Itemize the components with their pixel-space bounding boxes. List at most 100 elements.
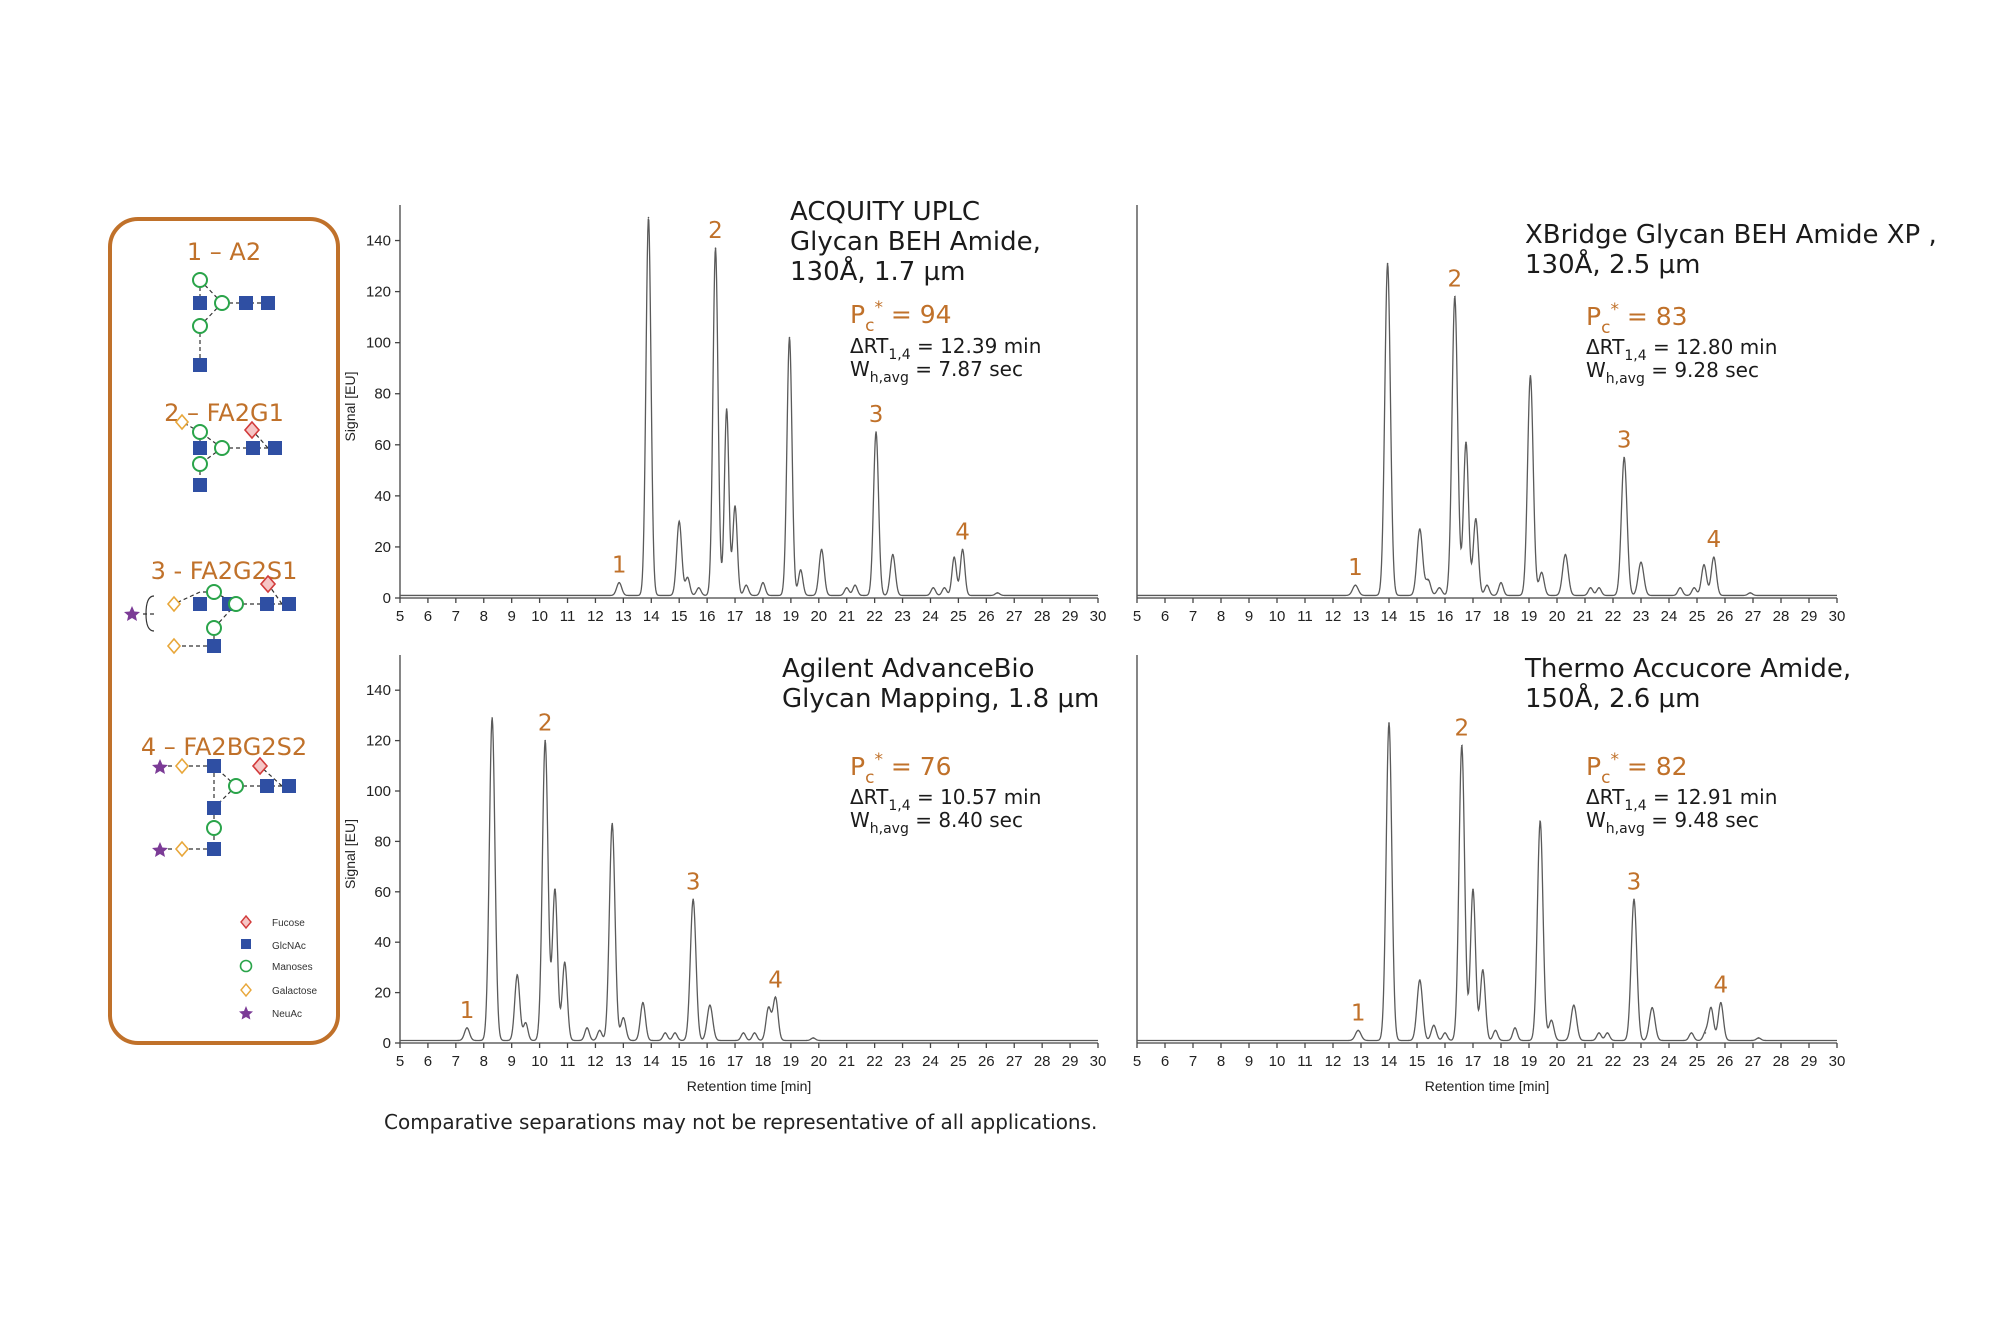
peak-point bbox=[774, 996, 777, 999]
peak-point bbox=[598, 1029, 601, 1032]
x-tick-label: 13 bbox=[1353, 608, 1370, 625]
stat-line: ΔRT1,4 = 10.57 min bbox=[850, 785, 1041, 814]
x-tick-label: 23 bbox=[1633, 608, 1650, 625]
x-tick-label: 23 bbox=[1633, 1053, 1650, 1070]
peak-point bbox=[563, 961, 566, 964]
peak-point bbox=[996, 592, 999, 594]
peak-label: 3 bbox=[869, 402, 884, 428]
peak-point bbox=[734, 505, 736, 507]
x-tick-label: 19 bbox=[783, 1053, 800, 1070]
x-tick-label: 16 bbox=[1437, 608, 1454, 625]
peak-point bbox=[1573, 1004, 1575, 1006]
x-tick-label: 16 bbox=[1437, 1053, 1454, 1070]
peak-point bbox=[854, 584, 856, 587]
peak-label: 1 bbox=[1348, 555, 1363, 581]
peak-capacity-label: Pc* = 82 bbox=[1586, 750, 1688, 788]
x-tick-label: 13 bbox=[1353, 1053, 1370, 1070]
x-tick-label: 15 bbox=[671, 1053, 688, 1070]
peak-point bbox=[1749, 592, 1751, 594]
x-tick-label: 24 bbox=[922, 608, 939, 625]
peak-point bbox=[622, 1017, 625, 1019]
x-axis-label: Retention time [min] bbox=[687, 1078, 812, 1094]
peak-point bbox=[664, 1032, 667, 1034]
peak-point bbox=[678, 520, 680, 523]
y-tick-label: 100 bbox=[366, 335, 391, 352]
footnote: Comparative separations may not be repre… bbox=[384, 1110, 1098, 1134]
x-tick-label: 19 bbox=[783, 608, 800, 625]
peak-point bbox=[544, 739, 546, 742]
x-tick-label: 22 bbox=[866, 608, 883, 625]
peak-point bbox=[1690, 1032, 1693, 1034]
stat-line: ΔRT1,4 = 12.80 min bbox=[1586, 335, 1777, 364]
peak-point bbox=[1550, 1019, 1553, 1022]
x-tick-label: 18 bbox=[1493, 608, 1510, 625]
x-tick-label: 19 bbox=[1521, 1053, 1538, 1070]
glycan-legend-panel: 1 – A2 2 – FA2G1 3 - FA2G2S1 4 – FA2BG2S… bbox=[108, 217, 340, 1045]
x-tick-label: 27 bbox=[1745, 1053, 1762, 1070]
peak-point bbox=[491, 717, 493, 719]
peak-label: 2 bbox=[1447, 267, 1462, 293]
x-tick-label: 5 bbox=[1133, 1053, 1141, 1070]
peak-point bbox=[1540, 571, 1543, 574]
peak-point bbox=[1539, 820, 1541, 823]
chart-title-line: Glycan BEH Amide, bbox=[790, 227, 1041, 257]
x-tick-label: 30 bbox=[1090, 1053, 1107, 1070]
stat-line: ΔRT1,4 = 12.39 min bbox=[850, 334, 1041, 363]
x-tick-label: 11 bbox=[1297, 608, 1313, 625]
x-tick-label: 30 bbox=[1829, 608, 1846, 625]
x-tick-label: 21 bbox=[1577, 608, 1594, 625]
x-tick-label: 25 bbox=[950, 1053, 967, 1070]
x-tick-label: 18 bbox=[755, 608, 772, 625]
x-tick-label: 20 bbox=[1549, 608, 1566, 625]
peak-point bbox=[799, 569, 802, 571]
x-tick-label: 12 bbox=[1325, 1053, 1342, 1070]
chromatogram-thermo: 5 6 7 8 9 10 11 12 13 14 15 16 17 18 19 20 21 22 23 24 25 26 2… bbox=[1133, 654, 1851, 1094]
peak-point bbox=[1454, 295, 1456, 298]
x-tick-label: 14 bbox=[1381, 1053, 1398, 1070]
peak-point bbox=[618, 581, 620, 584]
y-tick-label: 80 bbox=[374, 833, 391, 850]
x-tick-label: 12 bbox=[1325, 608, 1342, 625]
x-tick-label: 16 bbox=[699, 608, 716, 625]
chart-title-line: 150Å, 2.6 µm bbox=[1525, 682, 1700, 714]
peak-point bbox=[611, 822, 613, 825]
x-tick-label: 27 bbox=[1006, 1053, 1023, 1070]
peak-capacity-label: Pc* = 83 bbox=[1586, 300, 1688, 338]
x-tick-label: 14 bbox=[1381, 608, 1398, 625]
x-tick-label: 20 bbox=[810, 1053, 827, 1070]
chromatogram-acquity: 5 6 7 8 9 10 11 12 13 14 15 16 17 18 19 20 21 22 23 24 25 26 2… bbox=[342, 197, 1106, 625]
peak-point bbox=[767, 1006, 770, 1009]
chart-title-line: Glycan Mapping, 1.8 µm bbox=[782, 684, 1099, 714]
x-tick-label: 11 bbox=[560, 1053, 576, 1070]
peak-point bbox=[709, 1004, 711, 1006]
peak-point bbox=[742, 1032, 745, 1034]
x-tick-label: 24 bbox=[922, 1053, 939, 1070]
x-tick-label: 25 bbox=[950, 608, 967, 625]
y-tick-label: 20 bbox=[374, 539, 391, 556]
peak-point bbox=[1598, 586, 1600, 589]
peak-point bbox=[1438, 586, 1441, 589]
peak-label: 4 bbox=[768, 968, 783, 994]
x-tick-label: 22 bbox=[1605, 608, 1622, 625]
peak-point bbox=[943, 586, 946, 589]
y-axis-label: Signal [EU] bbox=[342, 371, 358, 441]
peak-point bbox=[1713, 556, 1715, 558]
x-tick-label: 16 bbox=[699, 1053, 716, 1070]
x-axis-label: Retention time [min] bbox=[1425, 1078, 1550, 1094]
key-label-mannose: Manoses bbox=[272, 962, 313, 973]
peak-label: 4 bbox=[1713, 973, 1728, 999]
y-tick-label: 120 bbox=[366, 733, 391, 750]
y-tick-label: 0 bbox=[383, 1035, 391, 1052]
y-tick-label: 0 bbox=[383, 590, 391, 607]
peak-point bbox=[1357, 1029, 1359, 1032]
peak-label: 4 bbox=[955, 519, 970, 545]
x-tick-label: 28 bbox=[1034, 608, 1051, 625]
peak-point bbox=[1693, 586, 1695, 589]
x-tick-label: 5 bbox=[396, 608, 404, 625]
peak-point bbox=[1500, 581, 1502, 584]
x-tick-label: 8 bbox=[480, 608, 488, 625]
peak-point bbox=[674, 1032, 676, 1034]
peak-point bbox=[524, 1022, 527, 1024]
peak-label: 3 bbox=[1627, 869, 1642, 895]
chart-title-line: 130Å, 2.5 µm bbox=[1525, 248, 1700, 280]
